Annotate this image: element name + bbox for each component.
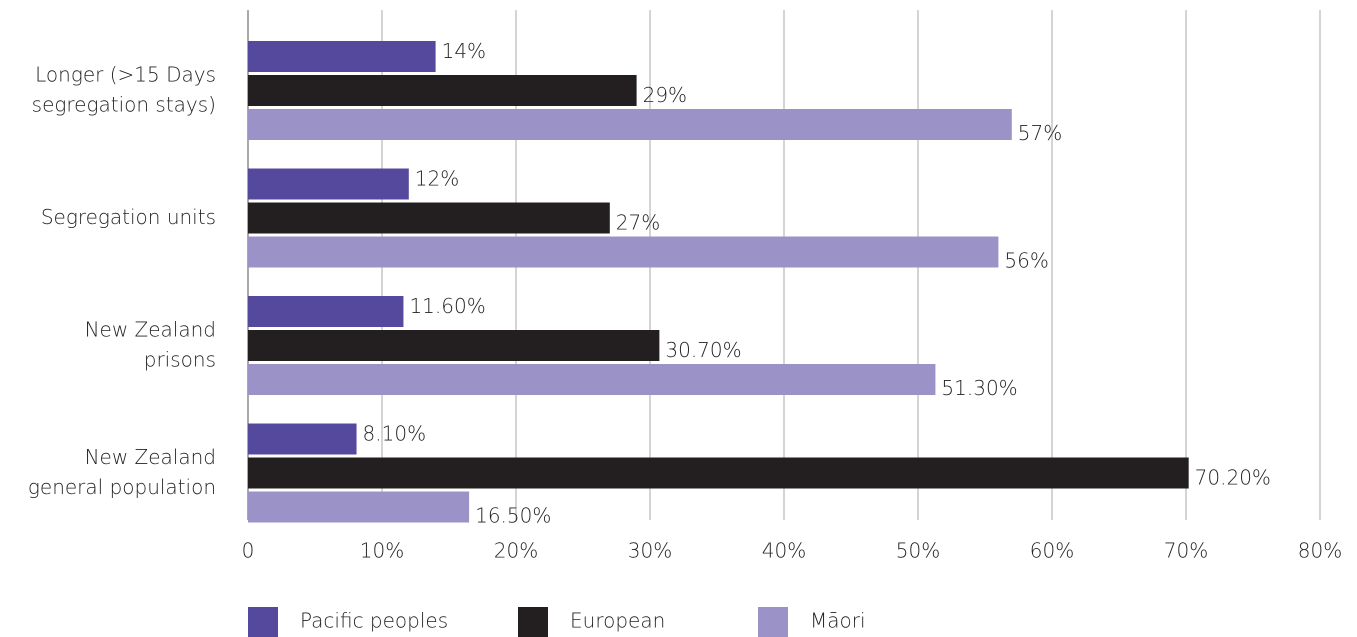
x-tick-label: 20% xyxy=(494,539,538,563)
data-label: 14% xyxy=(442,39,486,63)
bar xyxy=(248,75,637,106)
data-label: 29% xyxy=(643,83,687,107)
x-tick-label: 30% xyxy=(628,539,672,563)
bar xyxy=(248,296,404,327)
category-label: Segregation units xyxy=(41,205,216,229)
x-tick-label: 0 xyxy=(242,539,255,563)
data-label: 70.20% xyxy=(1195,466,1271,490)
data-label: 57% xyxy=(1018,121,1062,145)
x-tick-label: 60% xyxy=(1030,539,1074,563)
legend-label: European xyxy=(570,609,665,633)
data-label: 51.30% xyxy=(941,376,1017,400)
data-label: 12% xyxy=(415,167,459,191)
data-label: 8.10% xyxy=(363,422,427,446)
x-tick-label: 40% xyxy=(762,539,806,563)
legend-label: Māori xyxy=(810,609,866,633)
x-tick-label: 80% xyxy=(1298,539,1342,563)
category-label: New Zealand general population xyxy=(28,445,216,499)
bar xyxy=(248,109,1012,140)
bar xyxy=(248,457,1189,489)
legend-label: Pacific peoples xyxy=(300,609,448,633)
x-tick-label: 50% xyxy=(896,539,940,563)
legend-swatch xyxy=(248,607,278,637)
x-tick-label: 70% xyxy=(1164,539,1208,563)
data-label: 30.70% xyxy=(665,338,741,362)
x-tick-label: 10% xyxy=(360,539,404,563)
category-label: New Zealand prisons xyxy=(85,317,216,371)
bar xyxy=(248,491,470,523)
bar xyxy=(248,202,610,234)
data-label: 16.50% xyxy=(475,504,551,528)
bar xyxy=(248,364,936,395)
bar xyxy=(248,423,357,455)
data-label: 27% xyxy=(616,211,660,235)
category-label: Longer (>15 Days segregation stays) xyxy=(32,62,216,116)
bar xyxy=(248,330,660,361)
legend-swatch xyxy=(758,607,788,637)
data-label: 11.60% xyxy=(409,294,485,318)
bar xyxy=(248,41,436,72)
legend-swatch xyxy=(518,607,548,637)
bar xyxy=(248,168,409,200)
data-label: 56% xyxy=(1004,249,1048,273)
bar xyxy=(248,236,999,268)
